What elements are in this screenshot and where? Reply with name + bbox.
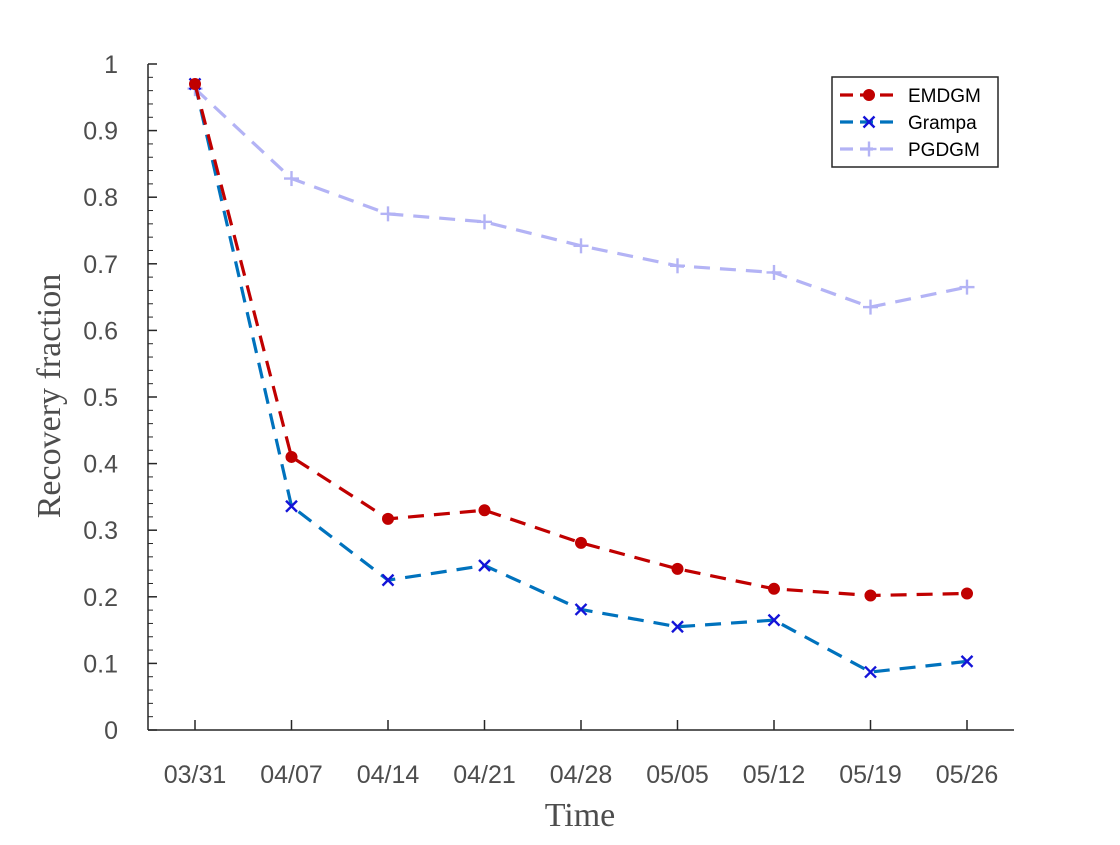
data-point-pgdgm (766, 264, 782, 280)
series-pgdgm (187, 81, 975, 315)
y-tick-label: 1 (104, 51, 118, 79)
legend-item-grampa: Grampa (840, 113, 977, 134)
legend-marker-pgdgm (861, 141, 877, 157)
x-tick-label: 05/05 (646, 761, 709, 789)
data-point-emdgm (382, 512, 394, 525)
data-point-emdgm (961, 587, 973, 600)
data-point-grampa (671, 620, 684, 634)
legend-marker-grampa (862, 115, 876, 129)
data-point-grampa (478, 559, 491, 572)
data-point-emdgm (768, 582, 780, 595)
series-line-grampa (193, 83, 968, 674)
y-tick-label: 0.1 (83, 650, 118, 678)
data-point-emdgm (478, 504, 491, 517)
series-line-emdgm (193, 83, 968, 598)
legend: EMDGM Grampa PGDGM (831, 76, 999, 168)
axes-layer: 0 0.1 0.2 0.3 0.4 0.5 0.6 0.7 0.8 0.9 1 03/31 04/07 0… (83, 51, 1014, 789)
x-tick-label: 03/31 (164, 761, 227, 789)
y-tick-label: 0.9 (83, 118, 118, 146)
x-marker-stroke (285, 499, 298, 513)
data-point-emdgm (285, 450, 298, 463)
data-point-grampa (574, 603, 588, 616)
y-tick-label: 0.4 (83, 451, 118, 479)
y-tick-label: 0.2 (83, 584, 118, 612)
y-tick-label: 0.8 (83, 184, 118, 212)
data-point-pgdgm (959, 279, 975, 295)
data-point-pgdgm (863, 299, 878, 315)
x-marker-stroke (671, 620, 684, 634)
x-tick-label: 05/12 (743, 761, 806, 789)
y-tick-label: 0.3 (83, 517, 118, 545)
data-point-pgdgm (477, 214, 492, 230)
data-point-emdgm (189, 77, 201, 90)
data-point-grampa (285, 499, 298, 513)
y-tick-label: 0.5 (83, 384, 118, 412)
x-marker-stroke (381, 573, 395, 587)
y-tick-label: 0.7 (83, 251, 118, 279)
x-marker-stroke (478, 559, 491, 572)
data-point-grampa (381, 573, 395, 587)
data-point-pgdgm (284, 171, 299, 187)
legend-box (831, 76, 999, 168)
y-tick-label: 0.6 (83, 317, 118, 345)
series-layer (187, 77, 975, 679)
x-tick-label: 04/28 (550, 761, 613, 789)
legend-label-pgdgm: PGDGM (908, 140, 980, 161)
x-marker-stroke (862, 115, 876, 129)
legend-label-emdgm: EMDGM (908, 86, 981, 107)
x-marker-stroke (864, 665, 877, 679)
data-point-emdgm (864, 589, 877, 602)
legend-marker-emdgm (863, 89, 875, 101)
data-point-grampa (864, 665, 877, 679)
x-marker-stroke (767, 613, 781, 627)
series-emdgm (189, 77, 973, 602)
x-marker-stroke (574, 603, 588, 616)
x-axis-label: Time (545, 797, 616, 834)
data-point-pgdgm (573, 238, 589, 254)
data-point-grampa (960, 655, 974, 668)
x-tick-label: 04/21 (453, 761, 516, 789)
y-tick-label: 0 (104, 717, 118, 745)
x-tick-label: 04/14 (357, 761, 420, 789)
data-point-emdgm (671, 562, 684, 575)
x-tick-label: 05/19 (839, 761, 902, 789)
data-point-pgdgm (670, 258, 685, 274)
x-tick-label: 04/07 (260, 761, 323, 789)
data-point-emdgm (575, 536, 587, 549)
legend-item-pgdgm: PGDGM (840, 140, 980, 161)
x-marker-stroke (960, 655, 974, 668)
series-grampa (188, 77, 974, 679)
data-point-grampa (767, 613, 781, 627)
legend-item-emdgm: EMDGM (840, 86, 981, 107)
y-axis-label: Recovery fraction (31, 274, 68, 519)
data-point-pgdgm (380, 206, 396, 222)
x-tick-label: 05/26 (936, 761, 999, 789)
legend-label-grampa: Grampa (908, 113, 977, 134)
